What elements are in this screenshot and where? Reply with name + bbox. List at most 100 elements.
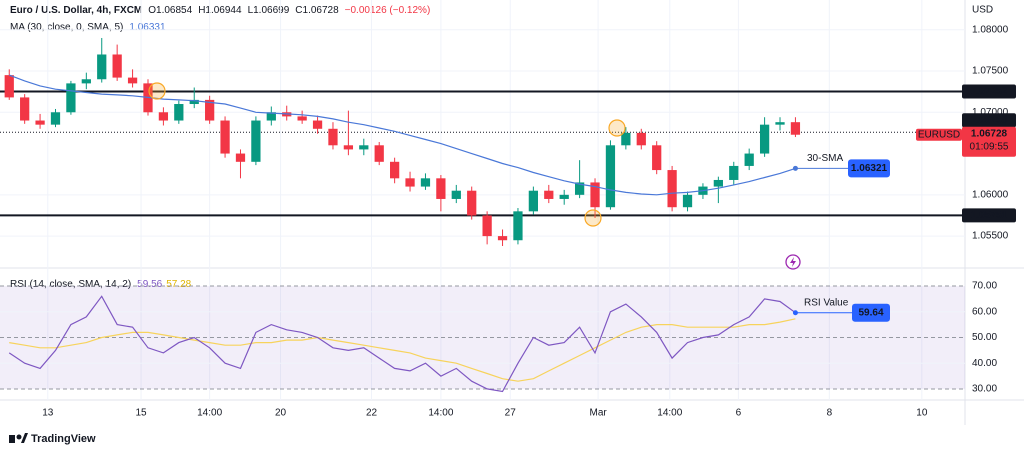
- candle-body: [713, 179, 723, 187]
- candle-body: [50, 112, 61, 125]
- candle-body: [574, 182, 585, 195]
- rsi-tick-label: 60.00: [972, 306, 997, 317]
- ma-label: MA (30, close, 0, SMA, 5): [10, 22, 123, 33]
- candle-body: [390, 161, 400, 179]
- candle-body: [636, 132, 646, 146]
- candle-body: [374, 145, 384, 162]
- candle-body: [775, 122, 785, 125]
- level-value: 1.05751: [971, 210, 1008, 221]
- candle-body: [451, 190, 461, 199]
- candle-body: [4, 75, 14, 98]
- x-tick-label: 8: [827, 408, 833, 419]
- level-value: 1.06758: [971, 115, 1008, 126]
- level-badge: [962, 113, 1016, 128]
- x-tick-label: Mar: [589, 408, 607, 419]
- candle-body: [235, 153, 246, 162]
- x-tick-label: 6: [736, 408, 742, 419]
- symbol-title: Euro / U.S. Dollar, 4h, FXCM: [10, 5, 142, 16]
- candle-body: [205, 99, 215, 121]
- x-tick-label: 10: [916, 408, 928, 419]
- rsi-header: RSI (14, close, SMA, 14, 2) 59.56 57.28: [10, 279, 192, 290]
- symbol-label: EURUSD: [918, 129, 960, 140]
- rsi-tick-label: 50.00: [972, 332, 997, 343]
- rsi-tick-label: 70.00: [972, 281, 997, 292]
- flash-glyph: [790, 257, 796, 267]
- ohlc-value: L1.06699: [248, 5, 290, 16]
- highlight-circle: [608, 119, 626, 137]
- ma-callout-label: 30-SMA: [807, 153, 843, 164]
- candle-body: [559, 194, 569, 199]
- candle-body: [35, 120, 45, 125]
- candle-body: [513, 211, 523, 241]
- candle-body: [482, 215, 492, 237]
- level-value: 1.07252: [971, 86, 1008, 97]
- x-tick-label: 27: [505, 408, 517, 419]
- y-tick-label: 1.07000: [972, 107, 1009, 118]
- symbol-badge: [916, 128, 962, 141]
- candle-body: [174, 104, 184, 121]
- last-price-badge: [962, 126, 1016, 157]
- rsi-label: RSI (14, close, SMA, 14, 2): [10, 279, 131, 290]
- ma-callout-value: 1.06321: [851, 163, 888, 174]
- last-price-value: 1.06728: [971, 128, 1008, 139]
- candle-body: [251, 120, 261, 162]
- candle-body: [528, 190, 538, 212]
- level-badge: [962, 84, 1016, 99]
- ohlc-value: H1.06944: [198, 5, 242, 16]
- rsi-line: [8, 295, 796, 393]
- ma-value: 1.06331: [129, 22, 166, 33]
- candle-body: [436, 178, 446, 199]
- candle-body: [497, 236, 508, 241]
- candle-body: [297, 116, 307, 121]
- candle-body: [405, 178, 415, 187]
- ohlc-value: −0.00126 (−0.12%): [345, 5, 431, 16]
- candle-body: [312, 120, 323, 129]
- candle-body: [220, 120, 230, 154]
- brand: TradingView: [31, 433, 96, 445]
- y-tick-label: 1.07500: [972, 66, 1009, 77]
- candle-body: [667, 170, 677, 208]
- rsi-tick-label: 30.00: [972, 384, 997, 395]
- flash-icon: [785, 254, 801, 270]
- highlight-circle: [148, 82, 166, 100]
- ohlc-value: O1.06854: [148, 5, 192, 16]
- candle-body: [158, 112, 169, 121]
- currency-label: USD: [972, 5, 993, 16]
- candle-body: [20, 97, 30, 121]
- rsi-tick-label: 40.00: [972, 358, 997, 369]
- candle-body: [759, 124, 770, 154]
- candle-body: [544, 190, 554, 199]
- rsi-callout-value: 59.64: [858, 307, 883, 318]
- candle-body: [266, 112, 276, 121]
- candle-body: [112, 54, 122, 78]
- candle-body: [605, 145, 616, 208]
- ma-line: [8, 74, 796, 196]
- candle-body: [590, 182, 600, 208]
- y-tick-label: 1.08000: [972, 24, 1009, 35]
- candle-body: [420, 178, 431, 187]
- x-tick-label: 13: [42, 408, 54, 419]
- brand-logo: [9, 433, 28, 443]
- candle-body: [621, 132, 631, 146]
- candle-body: [127, 77, 138, 84]
- y-tick-label: 1.06000: [972, 189, 1009, 200]
- y-tick-label: 1.05500: [972, 231, 1009, 242]
- candle-body: [467, 190, 477, 216]
- x-tick-label: 15: [135, 408, 147, 419]
- x-tick-label: 14:00: [197, 408, 222, 419]
- candle-body: [189, 99, 199, 105]
- candle-body: [81, 79, 91, 84]
- chart-header: Euro / U.S. Dollar, 4h, FXCM O1.06854 H1.0…: [10, 5, 430, 16]
- candle-body: [97, 54, 107, 80]
- x-tick-label: 14:00: [657, 408, 682, 419]
- rsi-sma-line: [9, 318, 796, 382]
- rsi-value: 59.56: [137, 279, 162, 290]
- candle-body: [343, 145, 354, 150]
- countdown: 01:09:55: [970, 141, 1009, 152]
- ma-header: MA (30, close, 0, SMA, 5) 1.06331: [10, 22, 166, 33]
- rsi-callout-badge: [852, 303, 890, 322]
- candle-body: [744, 153, 754, 166]
- candle-body: [66, 83, 76, 113]
- candle-body: [729, 165, 739, 180]
